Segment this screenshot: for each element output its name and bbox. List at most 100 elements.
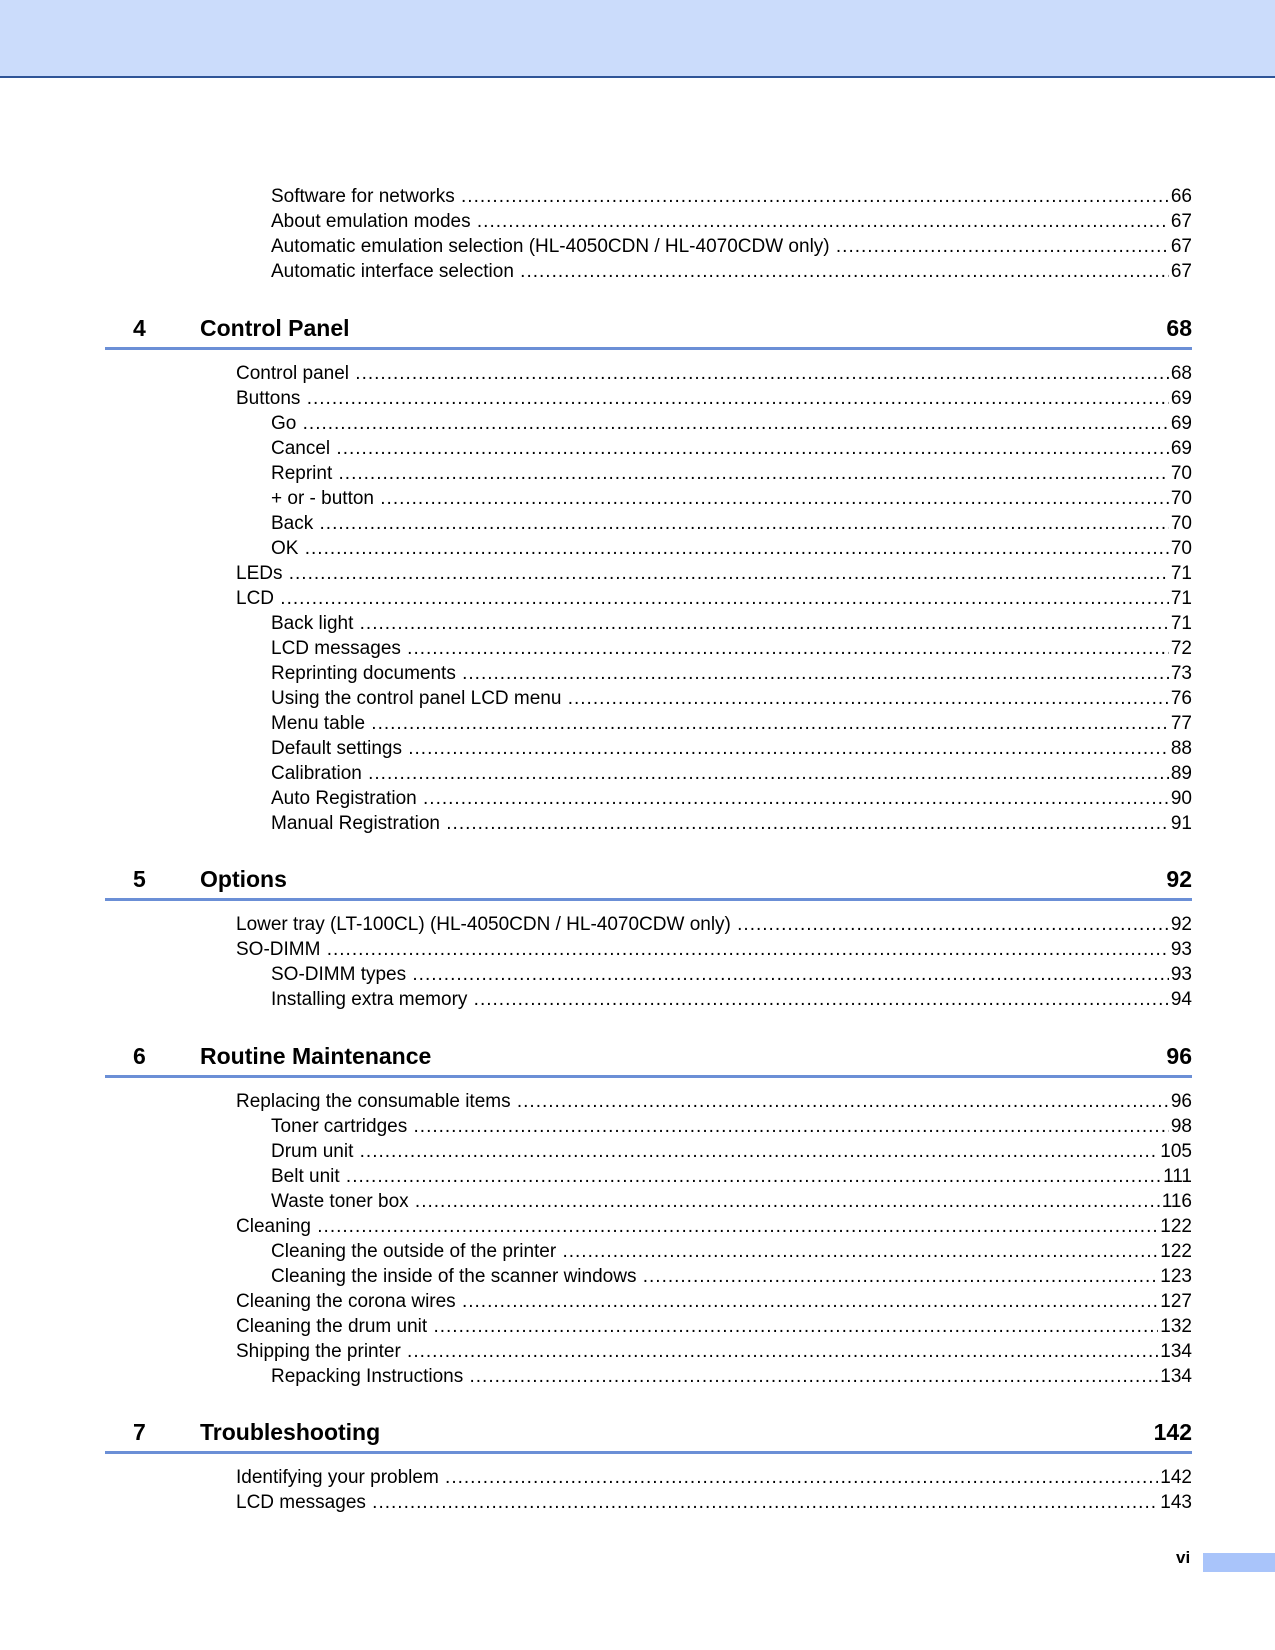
toc-entry-title: Shipping the printer [236, 1341, 1192, 1362]
toc-entry-page: 66 [1168, 184, 1192, 209]
toc-entry[interactable]: SO-DIMM93 [0, 937, 1192, 962]
toc-entry-page: 76 [1168, 685, 1192, 711]
toc-entry-page: 122 [1158, 1238, 1192, 1264]
toc-entry-page: 88 [1168, 735, 1192, 761]
toc-entry[interactable]: Automatic interface selection67 [0, 259, 1192, 284]
toc-entry-title: Control panel [236, 363, 1192, 384]
toc-entry[interactable]: Calibration89 [0, 760, 1192, 786]
chapter-heading[interactable]: 6 Routine Maintenance 96 [0, 1040, 1192, 1072]
toc-entry[interactable]: + or - button70 [0, 485, 1192, 511]
toc-entry-title: Buttons [236, 388, 1192, 409]
toc-entry[interactable]: Software for networks66 [0, 184, 1192, 209]
toc-entry[interactable]: Cleaning the corona wires127 [0, 1288, 1192, 1314]
toc-entry[interactable]: Default settings88 [0, 735, 1192, 761]
toc-entry-title: Drum unit [271, 1141, 1192, 1162]
toc-entry-page: 134 [1158, 1363, 1192, 1389]
chapter-rule [105, 898, 1192, 901]
toc-entry-title: Default settings [271, 738, 1192, 759]
toc-entry-title: Waste toner box [271, 1191, 1192, 1212]
toc-entry-title: Cleaning the corona wires [236, 1291, 1192, 1312]
toc-entry[interactable]: Back light71 [0, 610, 1192, 636]
toc-entry[interactable]: Menu table77 [0, 710, 1192, 736]
toc-entry-page: 105 [1158, 1138, 1192, 1164]
toc-entry[interactable]: About emulation modes67 [0, 209, 1192, 234]
chapter-page: 142 [1153, 1419, 1192, 1445]
toc-entry-page: 73 [1168, 660, 1192, 686]
toc-entry-page: 96 [1168, 1088, 1192, 1114]
toc-entry-page: 70 [1168, 460, 1192, 486]
toc-entry-page: 72 [1168, 635, 1192, 661]
toc-entry-title: Back light [271, 613, 1192, 634]
chapter-number: 6 [133, 1042, 146, 1069]
toc-entry[interactable]: LCD messages143 [0, 1490, 1192, 1515]
toc-entry-title: About emulation modes [271, 211, 1192, 232]
toc-entry[interactable]: Lower tray (LT-100CL) (HL-4050CDN / HL-4… [0, 912, 1192, 937]
toc-entry[interactable]: Auto Registration90 [0, 785, 1192, 811]
toc-entry[interactable]: Manual Registration91 [0, 810, 1192, 836]
toc-entry-page: 132 [1158, 1313, 1192, 1339]
toc-entry-page: 70 [1168, 535, 1192, 561]
toc-entry-title: Cleaning the outside of the printer [271, 1241, 1192, 1262]
toc-entry[interactable]: Back70 [0, 510, 1192, 536]
toc-entry-page: 69 [1168, 410, 1192, 436]
chapter-page: 92 [1166, 866, 1192, 892]
toc-entry[interactable]: Toner cartridges98 [0, 1113, 1192, 1139]
chapter-heading[interactable]: 5 Options 92 [0, 863, 1192, 895]
chapter-title: Routine Maintenance [200, 1042, 432, 1069]
toc-entry-title: Go [271, 413, 1192, 434]
chapter-heading[interactable]: 4 Control Panel 68 [0, 312, 1192, 344]
toc-entry[interactable]: Belt unit111 [0, 1163, 1192, 1189]
toc-entry-page: 98 [1168, 1113, 1192, 1139]
toc-entry-title: LCD [236, 588, 1192, 609]
toc-entry-page: 111 [1161, 1163, 1192, 1189]
toc-entry-page: 70 [1168, 485, 1192, 511]
toc-entry-page: 91 [1168, 810, 1192, 836]
toc-entry-title: Toner cartridges [271, 1116, 1192, 1137]
toc-entry[interactable]: Identifying your problem142 [0, 1465, 1192, 1490]
toc-entry[interactable]: Automatic emulation selection (HL-4050CD… [0, 234, 1192, 259]
toc-entry[interactable]: Control panel68 [0, 360, 1192, 386]
toc-entry[interactable]: Repacking Instructions134 [0, 1363, 1192, 1389]
toc-entry-page: 134 [1158, 1338, 1192, 1364]
toc-entry[interactable]: Cleaning the inside of the scanner windo… [0, 1263, 1192, 1289]
toc-entry[interactable]: Reprint70 [0, 460, 1192, 486]
toc-entry[interactable]: Reprinting documents73 [0, 660, 1192, 686]
toc-entry-page: 69 [1168, 435, 1192, 461]
chapter-page: 96 [1166, 1042, 1192, 1069]
toc-entry-title: Automatic interface selection [271, 261, 1192, 282]
toc-entry-title: Cleaning the drum unit [236, 1316, 1192, 1337]
toc-entry-title: Cleaning the inside of the scanner windo… [271, 1266, 1192, 1287]
toc-entry[interactable]: SO-DIMM types93 [0, 962, 1192, 987]
toc-entry-title: SO-DIMM types [271, 964, 1192, 985]
chapter-number: 7 [133, 1419, 146, 1445]
toc-entry[interactable]: Go69 [0, 410, 1192, 436]
toc-entry[interactable]: Replacing the consumable items96 [0, 1088, 1192, 1114]
toc-entry[interactable]: Buttons69 [0, 385, 1192, 411]
chapter-rule [105, 1451, 1192, 1454]
toc-entry[interactable]: Using the control panel LCD menu76 [0, 685, 1192, 711]
toc-entry-page: 77 [1168, 710, 1192, 736]
toc-entry-page: 67 [1168, 209, 1192, 234]
toc-entry[interactable]: Drum unit105 [0, 1138, 1192, 1164]
toc-entry-page: 67 [1168, 234, 1192, 259]
toc-entry[interactable]: LCD71 [0, 585, 1192, 611]
toc-entry-page: 71 [1168, 585, 1192, 611]
toc-entry-title: Cancel [271, 438, 1192, 459]
chapter-heading[interactable]: 7 Troubleshooting 142 [0, 1416, 1192, 1448]
chapter-page: 68 [1166, 314, 1192, 341]
toc-entry[interactable]: Cleaning122 [0, 1213, 1192, 1239]
toc-entry[interactable]: Waste toner box116 [0, 1188, 1192, 1214]
toc-entry[interactable]: Shipping the printer134 [0, 1338, 1192, 1364]
page-tab-marker [1203, 1553, 1275, 1572]
toc-entry[interactable]: Cancel69 [0, 435, 1192, 461]
toc-entry[interactable]: OK70 [0, 535, 1192, 561]
toc-entry[interactable]: Cleaning the outside of the printer122 [0, 1238, 1192, 1264]
toc-entry[interactable]: LEDs71 [0, 560, 1192, 586]
toc-entry[interactable]: LCD messages72 [0, 635, 1192, 661]
toc-entry-title: Identifying your problem [236, 1467, 1192, 1488]
toc-entry[interactable]: Cleaning the drum unit132 [0, 1313, 1192, 1339]
chapter-rule [105, 346, 1192, 350]
toc-entry[interactable]: Installing extra memory94 [0, 987, 1192, 1012]
toc-entry-page: 116 [1159, 1188, 1192, 1214]
toc-entry-page: 143 [1158, 1490, 1192, 1515]
